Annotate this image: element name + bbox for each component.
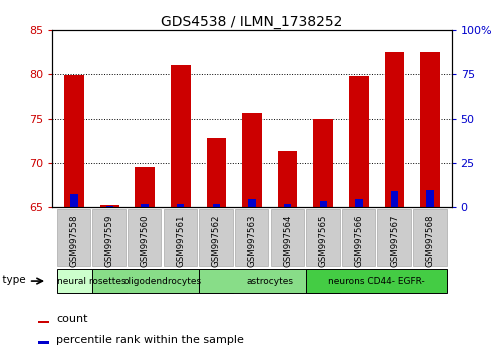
Bar [141, 205, 149, 207]
Bar [64, 75, 83, 207]
Text: percentile rank within the sample: percentile rank within the sample [56, 335, 244, 345]
FancyBboxPatch shape [306, 209, 340, 266]
Text: cell type: cell type [0, 275, 26, 285]
Bar [177, 204, 185, 207]
FancyBboxPatch shape [270, 209, 304, 266]
FancyBboxPatch shape [128, 209, 162, 266]
Bar [278, 152, 297, 207]
Text: GSM997558: GSM997558 [69, 215, 78, 267]
Bar [420, 52, 440, 207]
Text: oligodendrocytes: oligodendrocytes [124, 276, 202, 286]
Bar [355, 199, 363, 207]
FancyBboxPatch shape [199, 209, 233, 266]
FancyBboxPatch shape [92, 209, 126, 266]
FancyBboxPatch shape [92, 269, 234, 293]
Text: GSM997563: GSM997563 [248, 215, 256, 267]
Text: GSM997567: GSM997567 [390, 215, 399, 267]
Bar [242, 113, 262, 207]
FancyBboxPatch shape [306, 269, 447, 293]
Text: count: count [56, 314, 87, 324]
Bar [70, 194, 77, 207]
Text: astrocytes: astrocytes [247, 276, 293, 286]
Bar [249, 199, 255, 207]
Text: GSM997568: GSM997568 [426, 215, 435, 267]
Bar [385, 52, 404, 207]
Bar [349, 76, 369, 207]
FancyBboxPatch shape [57, 209, 90, 266]
Bar [391, 191, 398, 207]
Bar [207, 138, 226, 207]
Text: GSM997561: GSM997561 [176, 215, 185, 267]
FancyBboxPatch shape [57, 269, 127, 293]
Text: GSM997565: GSM997565 [319, 215, 328, 267]
Bar [100, 205, 119, 207]
Bar [319, 201, 327, 207]
Bar [38, 341, 49, 343]
Bar [135, 167, 155, 207]
Text: neurons CD44- EGFR-: neurons CD44- EGFR- [328, 276, 425, 286]
Text: neural rosettes: neural rosettes [57, 276, 126, 286]
Bar [427, 190, 434, 207]
FancyBboxPatch shape [235, 209, 268, 266]
Bar [171, 65, 191, 207]
Text: GSM997566: GSM997566 [354, 215, 363, 267]
FancyBboxPatch shape [164, 209, 197, 266]
FancyBboxPatch shape [377, 209, 411, 266]
Bar [38, 321, 49, 323]
Text: GSM997562: GSM997562 [212, 215, 221, 267]
FancyBboxPatch shape [413, 209, 447, 266]
Title: GDS4538 / ILMN_1738252: GDS4538 / ILMN_1738252 [161, 15, 343, 29]
Bar [313, 119, 333, 207]
Bar [213, 204, 220, 207]
Bar [106, 206, 113, 207]
FancyBboxPatch shape [342, 209, 375, 266]
Text: GSM997560: GSM997560 [141, 215, 150, 267]
FancyBboxPatch shape [199, 269, 340, 293]
Text: GSM997564: GSM997564 [283, 215, 292, 267]
Bar [284, 204, 291, 207]
Text: GSM997559: GSM997559 [105, 215, 114, 267]
